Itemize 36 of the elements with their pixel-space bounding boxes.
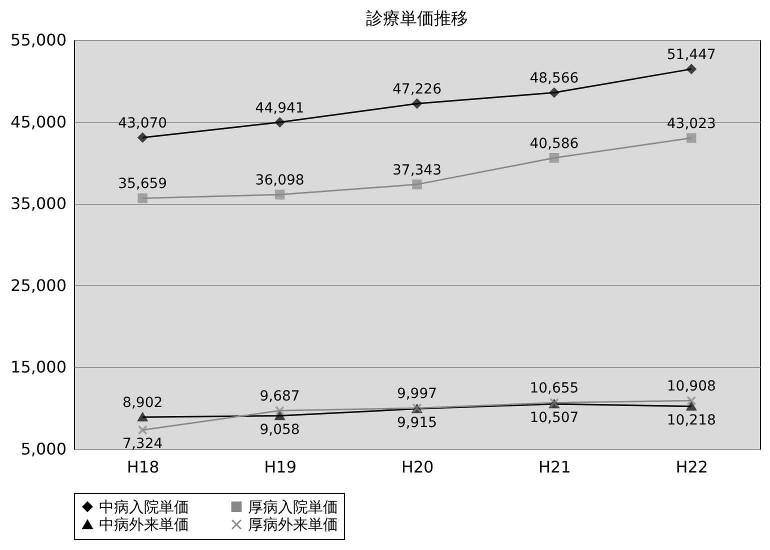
data-label: 43,070 — [118, 116, 168, 132]
data-label: 40,586 — [530, 136, 579, 152]
data-label: 10,908 — [666, 378, 716, 395]
data-label: 36,098 — [255, 172, 304, 189]
legend-label: 中病入院単価 — [99, 498, 189, 516]
y-tick-label: 5,000 — [20, 440, 66, 458]
x-tick-label: H19 — [264, 458, 296, 476]
x-tick-label: H21 — [538, 458, 571, 476]
legend-label: 厚病外来単価 — [248, 516, 338, 534]
x-tick-label: H18 — [126, 458, 160, 476]
data-label: 10,507 — [530, 410, 579, 426]
chart-title: 診療単価推移 — [366, 9, 468, 29]
data-label: 8,902 — [122, 395, 163, 412]
data-label: 35,659 — [118, 176, 168, 192]
data-label: 48,566 — [530, 70, 579, 87]
data-label: 44,941 — [255, 100, 304, 116]
x-tick-label: H20 — [401, 458, 434, 476]
legend-label: 中病外来単価 — [99, 516, 189, 534]
data-label: 51,447 — [666, 47, 716, 64]
data-label: 43,023 — [666, 116, 716, 132]
data-label: 37,343 — [392, 162, 442, 178]
data-label: 10,218 — [666, 412, 716, 428]
data-label: 7,324 — [122, 436, 163, 452]
y-tick-label: 45,000 — [10, 112, 66, 132]
data-label: 10,655 — [530, 380, 579, 397]
data-label: 9,915 — [396, 414, 438, 431]
y-tick-label: 35,000 — [10, 194, 66, 214]
x-tick-label: H22 — [676, 458, 708, 476]
data-label: 47,226 — [392, 82, 442, 98]
y-tick-label: 25,000 — [10, 276, 66, 295]
data-label: 9,997 — [396, 386, 438, 402]
y-tick-label: 55,000 — [10, 30, 66, 50]
y-tick-label: 15,000 — [10, 358, 66, 377]
data-label: 9,058 — [260, 422, 300, 438]
legend-label: 厚病入院単価 — [248, 498, 338, 516]
data-label: 9,687 — [260, 388, 300, 405]
